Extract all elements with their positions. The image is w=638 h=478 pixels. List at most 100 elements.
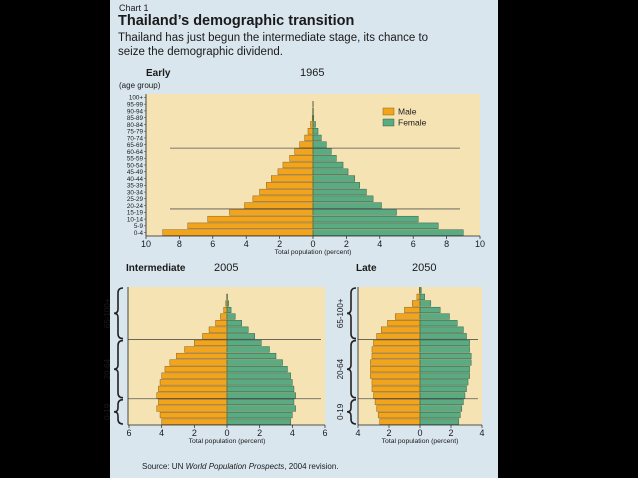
- chart2-bar-male-25-29: [158, 385, 228, 392]
- chart2-bar-male-40-44: [164, 366, 228, 373]
- chart2-bracket-label-20-64: 20-64: [103, 358, 112, 379]
- chart2-bracket-0-19: [113, 398, 124, 425]
- chart1-age-label-50-54: 50-54: [127, 162, 144, 169]
- chart3-bar-female-45-49: [419, 359, 472, 366]
- chart1-bar-male-50-54: [282, 161, 314, 169]
- chart3-bar-male-45-49: [370, 359, 421, 366]
- chart1-age-label-70-74: 70-74: [127, 135, 144, 142]
- chart1-x-tick-label-6: 2: [344, 239, 349, 249]
- chart1-age-label-25-29: 25-29: [127, 196, 144, 203]
- chart2-bar-female-30-34: [226, 379, 293, 386]
- chart1-xlabel: Total population (percent): [275, 249, 352, 256]
- chart2-bar-male-70-74: [208, 326, 228, 333]
- chart3-bar-male-35-39: [370, 372, 421, 379]
- chart2-bar-female-5-9: [226, 412, 293, 419]
- chart3-bar-female-10-14: [419, 405, 463, 412]
- chart2-bar-female-90-94: [226, 300, 229, 307]
- chart2-bar-female-65-69: [226, 333, 255, 340]
- chart1-bar-male-65-69: [299, 141, 314, 148]
- chart1-bar-male-70-74: [304, 134, 314, 142]
- source-suffix: , 2004 revision.: [284, 462, 339, 471]
- chart2-x-tick-label-4: 2: [257, 428, 262, 438]
- chart1-bar-female-55-59: [312, 155, 337, 162]
- chart1-bar-male-35-39: [266, 182, 314, 189]
- chart2-bar-male-30-34: [159, 379, 228, 386]
- chart2-bar-female-50-54: [226, 352, 277, 360]
- chart2-bar-female-75-79: [226, 320, 242, 327]
- chart1-x-tick-label-4: 2: [277, 239, 282, 249]
- chart1-x-tick-label-0: 10: [141, 239, 151, 249]
- chart1-bar-female-0-4: [312, 229, 464, 236]
- chart1-bar-female-20-24: [312, 202, 382, 209]
- chart1-age-label-100+: 100+: [129, 95, 144, 102]
- chart3-year-label: 2050: [412, 262, 436, 274]
- chart3-bar-female-0-4: [419, 418, 459, 425]
- chart1-bar-male-20-24: [244, 202, 314, 209]
- chart2-bar-female-55-59: [226, 346, 270, 353]
- chart3-bar-female-100+: [419, 287, 422, 294]
- chart3-bar-female-95-99: [419, 293, 425, 300]
- chart1-age-label-80-84: 80-84: [127, 122, 144, 129]
- chart2-bar-male-85-89: [223, 306, 228, 314]
- chart-subtitle-line1: Thailand has just begun the intermediate…: [118, 32, 429, 44]
- chart3-bracket-20-64: [346, 339, 357, 399]
- chart1-age-label-95-99: 95-99: [127, 102, 144, 109]
- chart1-bar-male-30-34: [259, 188, 314, 196]
- chart1-bar-female-65-69: [312, 141, 327, 148]
- chart3-bar-female-40-44: [419, 366, 470, 373]
- chart3-bar-male-20-24: [373, 392, 421, 399]
- chart1-age-label-30-34: 30-34: [127, 189, 144, 196]
- chart3-bar-male-5-9: [377, 412, 421, 419]
- chart1-bar-female-35-39: [312, 182, 360, 189]
- chart1-age-label-35-39: 35-39: [127, 183, 144, 190]
- chart1-legend-swatch-male: [382, 107, 395, 116]
- chart1-age-label-20-24: 20-24: [127, 203, 144, 210]
- chart2-bar-male-20-24: [156, 392, 228, 399]
- chart2-bar-male-45-49: [169, 359, 228, 366]
- chart2-bar-female-85-89: [226, 306, 232, 314]
- chart1-bar-male-40-44: [271, 175, 314, 182]
- chart1-bar-male-25-29: [252, 195, 314, 202]
- chart-title: Thailand’s demographic transition: [118, 13, 355, 29]
- chart1-bar-female-70-74: [312, 134, 322, 142]
- source-title: World Population Prospects: [185, 462, 285, 471]
- chart3-x-tick-label-2: 0: [417, 428, 422, 438]
- chart3-bracket-label-65-100+: 65-100+: [336, 298, 345, 328]
- chart1-legend-label-female: Female: [398, 118, 427, 128]
- chart3-bar-female-50-54: [419, 352, 472, 360]
- chart2-bar-male-15-19: [158, 398, 228, 406]
- source-note: Source: UN World Population Prospects, 2…: [142, 462, 339, 471]
- chart1-age-label-85-89: 85-89: [127, 115, 144, 122]
- chart3-x-tick-label-3: 2: [448, 428, 453, 438]
- chart2-bar-male-55-59: [184, 346, 228, 353]
- chart2-bar-male-0-4: [161, 418, 228, 425]
- chart1-bar-male-80-84: [310, 121, 314, 128]
- chart1-age-label-60-64: 60-64: [127, 149, 144, 156]
- chart2-bar-female-40-44: [226, 366, 288, 373]
- chart1-bar-female-40-44: [312, 175, 355, 182]
- chart3-bar-female-20-24: [419, 392, 466, 399]
- chart1-x-tick-label-2: 6: [210, 239, 215, 249]
- chart3-bar-male-40-44: [370, 366, 421, 373]
- chart1-age-label-90-94: 90-94: [127, 108, 144, 115]
- chart3-xlabel: Total population (percent): [382, 438, 459, 445]
- chart2-bar-male-10-14: [156, 405, 228, 412]
- chart1-bar-female-80-84: [312, 121, 316, 128]
- chart1-bar-male-10-14: [207, 215, 314, 223]
- chart1-bar-male-5-9: [187, 222, 314, 229]
- chart1-age-label-65-69: 65-69: [127, 142, 144, 149]
- chart3-bar-male-55-59: [371, 346, 421, 353]
- chart2-bar-male-35-39: [161, 372, 228, 379]
- chart2-stage-label: Intermediate: [126, 263, 186, 274]
- chart1-age-label-5-9: 5-9: [134, 223, 144, 230]
- chart3-x-tick-label-1: 2: [386, 428, 391, 438]
- chart2-bar-male-75-79: [215, 320, 228, 327]
- chart3-bar-female-75-79: [419, 320, 458, 327]
- chart1-legend-swatch-female: [382, 118, 395, 127]
- chart3-bar-female-80-84: [419, 313, 450, 320]
- chart2-bracket-label-65-100+: 65-100+: [103, 298, 112, 328]
- chart1-bar-female-45-49: [312, 168, 349, 175]
- chart2-bar-female-25-29: [226, 385, 295, 392]
- chart3-bar-male-90-94: [412, 300, 421, 307]
